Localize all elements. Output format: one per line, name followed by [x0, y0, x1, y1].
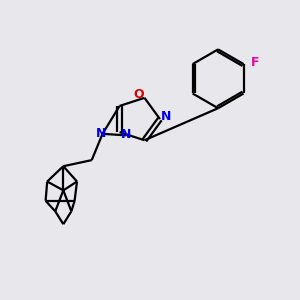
Text: N: N	[161, 110, 171, 123]
Text: F: F	[251, 56, 260, 69]
Text: N: N	[121, 128, 131, 141]
Text: N: N	[96, 127, 106, 140]
Text: O: O	[134, 88, 144, 101]
